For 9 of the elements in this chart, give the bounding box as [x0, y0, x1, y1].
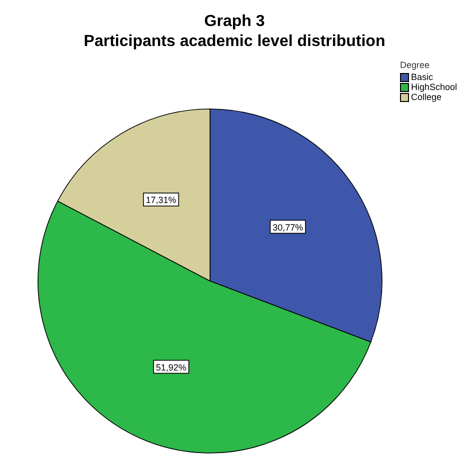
chart-subtitle: Participants academic level distribution: [82, 32, 386, 52]
data-label: 17,31%: [146, 195, 176, 206]
legend-label: HighSchool: [410, 82, 457, 92]
legend-label: College: [410, 92, 442, 102]
data-label: 30,77%: [272, 222, 304, 232]
chart-title: Graph 3: [203, 12, 266, 32]
legend-title: Degree: [400, 60, 430, 70]
legend-label: Basic: [410, 72, 433, 82]
data-label: 51,92%: [156, 362, 186, 372]
